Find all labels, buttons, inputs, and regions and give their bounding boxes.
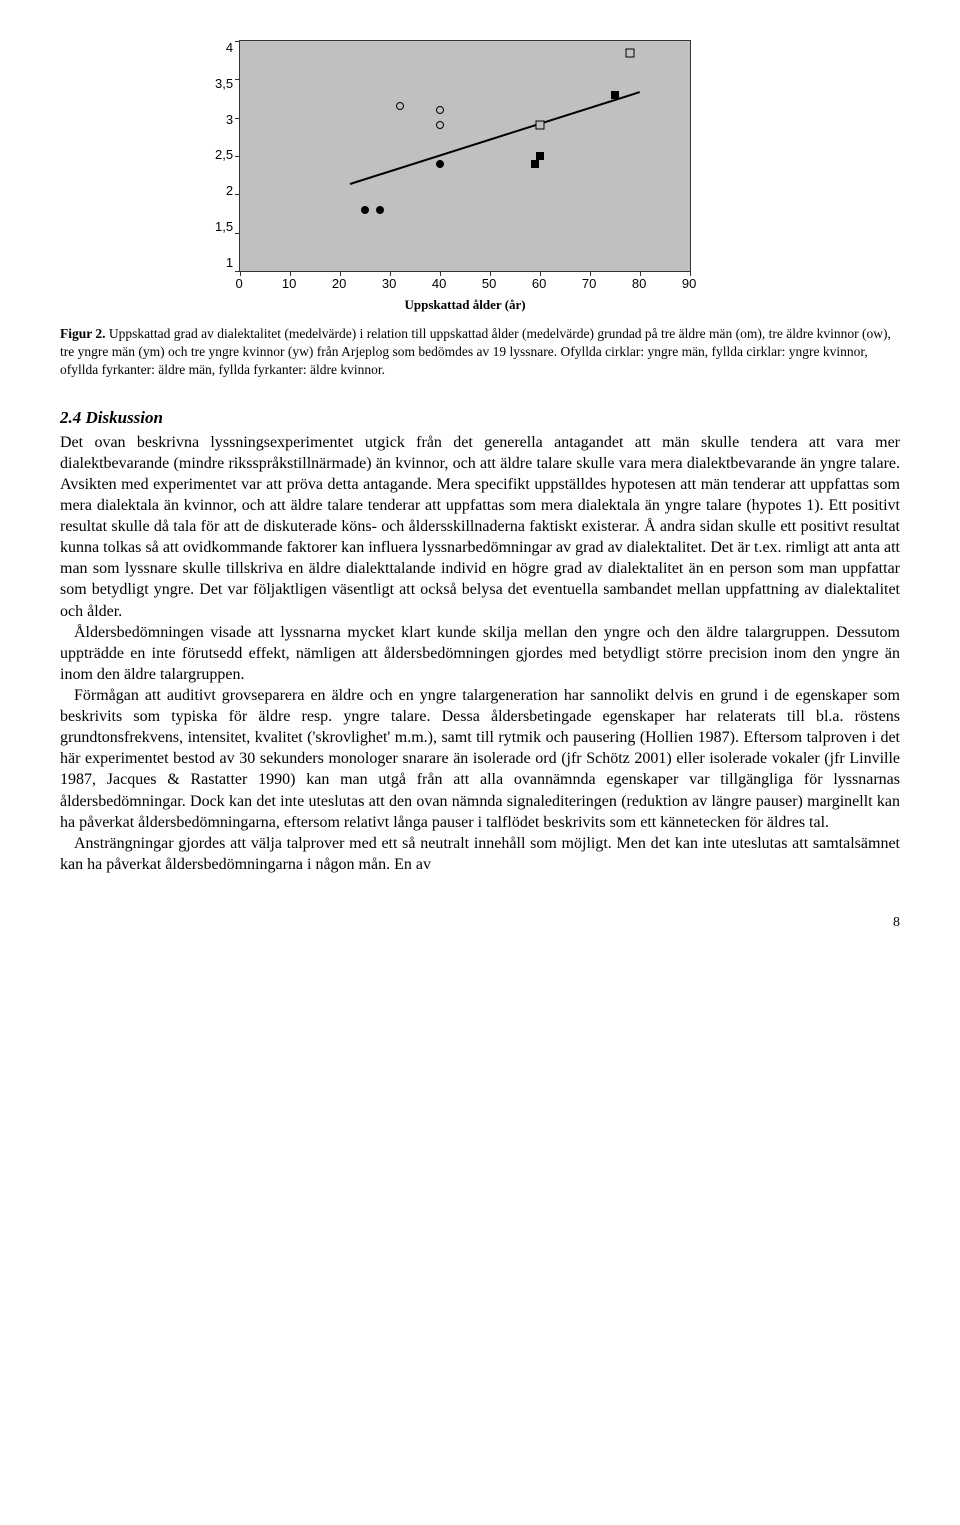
section-title: 2.4 Diskussion [60,408,900,428]
data-point [376,206,384,214]
y-tick-label: 2 [226,183,233,198]
data-point [436,121,444,129]
paragraph: Förmågan att auditivt grovseparera en äl… [60,685,900,833]
y-axis-ticks: 4 3,5 3 2,5 2 1,5 1 [215,40,239,270]
y-tick-label: 4 [226,40,233,55]
caption-label: Figur 2. [60,326,106,341]
y-tick-label: 3,5 [215,76,233,91]
paragraph: Åldersbedömningen visade att lyssnarna m… [60,622,900,685]
data-point [536,152,544,160]
data-point [436,160,444,168]
paragraph: Det ovan beskrivna lyssningsexperimentet… [60,432,900,622]
data-point [436,106,444,114]
data-point [361,206,369,214]
figure-caption: Figur 2. Uppskattad grad av dialektalite… [60,325,900,380]
y-tick-label: 1,5 [215,219,233,234]
data-point [611,91,619,99]
data-point [531,160,539,168]
chart-box: Uppskattad grad av dialektalite 43,532,5… [215,40,900,313]
paragraph: Ansträngningar gjordes att välja talprov… [60,833,900,875]
page-number: 8 [60,915,900,931]
y-tick-label: 1 [226,255,233,270]
data-point [626,48,635,57]
x-axis-title: Uppskattad ålder (år) [239,291,691,313]
y-tick-label: 2,5 [215,147,233,162]
data-point [536,121,545,130]
figure-chart: Uppskattad grad av dialektalite 43,532,5… [215,40,900,313]
caption-text: Uppskattad grad av dialektalitet (medelv… [60,326,891,377]
data-point [396,102,404,110]
x-axis-ticks: 0102030405060708090 [239,272,689,291]
y-tick-label: 3 [226,112,233,127]
plot-area [239,40,691,272]
trend-line [350,91,641,185]
